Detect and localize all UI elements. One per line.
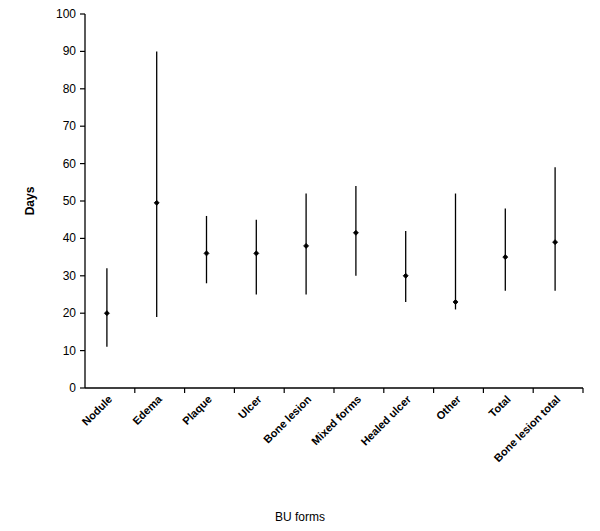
error-bar: [455, 194, 456, 310]
y-tick: [80, 387, 85, 388]
x-tick-label: Edema: [130, 392, 165, 427]
x-tick: [184, 388, 185, 393]
point: [204, 251, 209, 256]
y-tick-label: 30: [63, 269, 77, 283]
y-tick-label: 70: [63, 119, 77, 133]
x-tick: [234, 388, 235, 393]
x-tick-label: Bone lesion total: [491, 393, 562, 464]
x-tick: [483, 388, 484, 393]
y-tick: [80, 88, 85, 89]
x-tick: [433, 388, 434, 393]
x-tick-label: Mixed forms: [309, 393, 363, 447]
x-tick-label: Nodule: [79, 393, 114, 428]
point: [453, 299, 458, 304]
y-tick-label: 50: [63, 194, 77, 208]
x-axis-title: BU forms: [275, 510, 325, 524]
y-tick: [80, 163, 85, 164]
point: [503, 255, 508, 260]
y-tick: [80, 350, 85, 351]
point: [553, 240, 558, 245]
point: [104, 311, 109, 316]
point: [304, 243, 309, 248]
y-tick-label: 60: [63, 157, 77, 171]
y-tick: [80, 13, 85, 14]
x-tick-label: Plaque: [180, 393, 214, 427]
x-tick: [383, 388, 384, 393]
x-tick-label: Ulcer: [236, 392, 264, 420]
error-bar: [106, 268, 107, 347]
y-tick-label: 40: [63, 231, 77, 245]
point: [403, 273, 408, 278]
error-bar: [256, 220, 257, 295]
y-tick-label: 90: [63, 44, 77, 58]
x-tick: [582, 388, 583, 393]
marks: [104, 51, 557, 346]
y-tick-label: 80: [63, 82, 77, 96]
y-axis-title: Days: [23, 186, 37, 215]
error-bar: [206, 216, 207, 283]
x-tick: [284, 388, 285, 393]
y-tick: [80, 275, 85, 276]
y-tick: [80, 313, 85, 314]
error-bar: [405, 231, 406, 302]
y-tick-label: 20: [63, 306, 77, 320]
x-tick: [134, 388, 135, 393]
y-tick: [80, 51, 85, 52]
error-bar: [505, 208, 506, 290]
y-tick: [80, 238, 85, 239]
y-tick: [80, 200, 85, 201]
chart: 0 10 20 30 40 50 60 70 80 90 100 Nodule Edema Plaque U…: [0, 0, 600, 531]
point: [154, 200, 159, 205]
x-tick-label: Other: [434, 392, 464, 422]
point: [254, 251, 259, 256]
y-tick-label: 100: [56, 7, 76, 21]
x-tick: [333, 388, 334, 393]
point: [353, 230, 358, 235]
y-tick-label: 10: [63, 344, 77, 358]
y-tick-label: 0: [69, 381, 76, 395]
x-tick-label: Bone lesion: [261, 393, 314, 446]
x-tick-label: Total: [486, 393, 512, 419]
x-tick-label: Healed ulcer: [358, 392, 413, 447]
error-bar: [156, 51, 157, 317]
error-bar: [554, 167, 555, 290]
x-tick: [533, 388, 534, 393]
y-tick: [80, 126, 85, 127]
